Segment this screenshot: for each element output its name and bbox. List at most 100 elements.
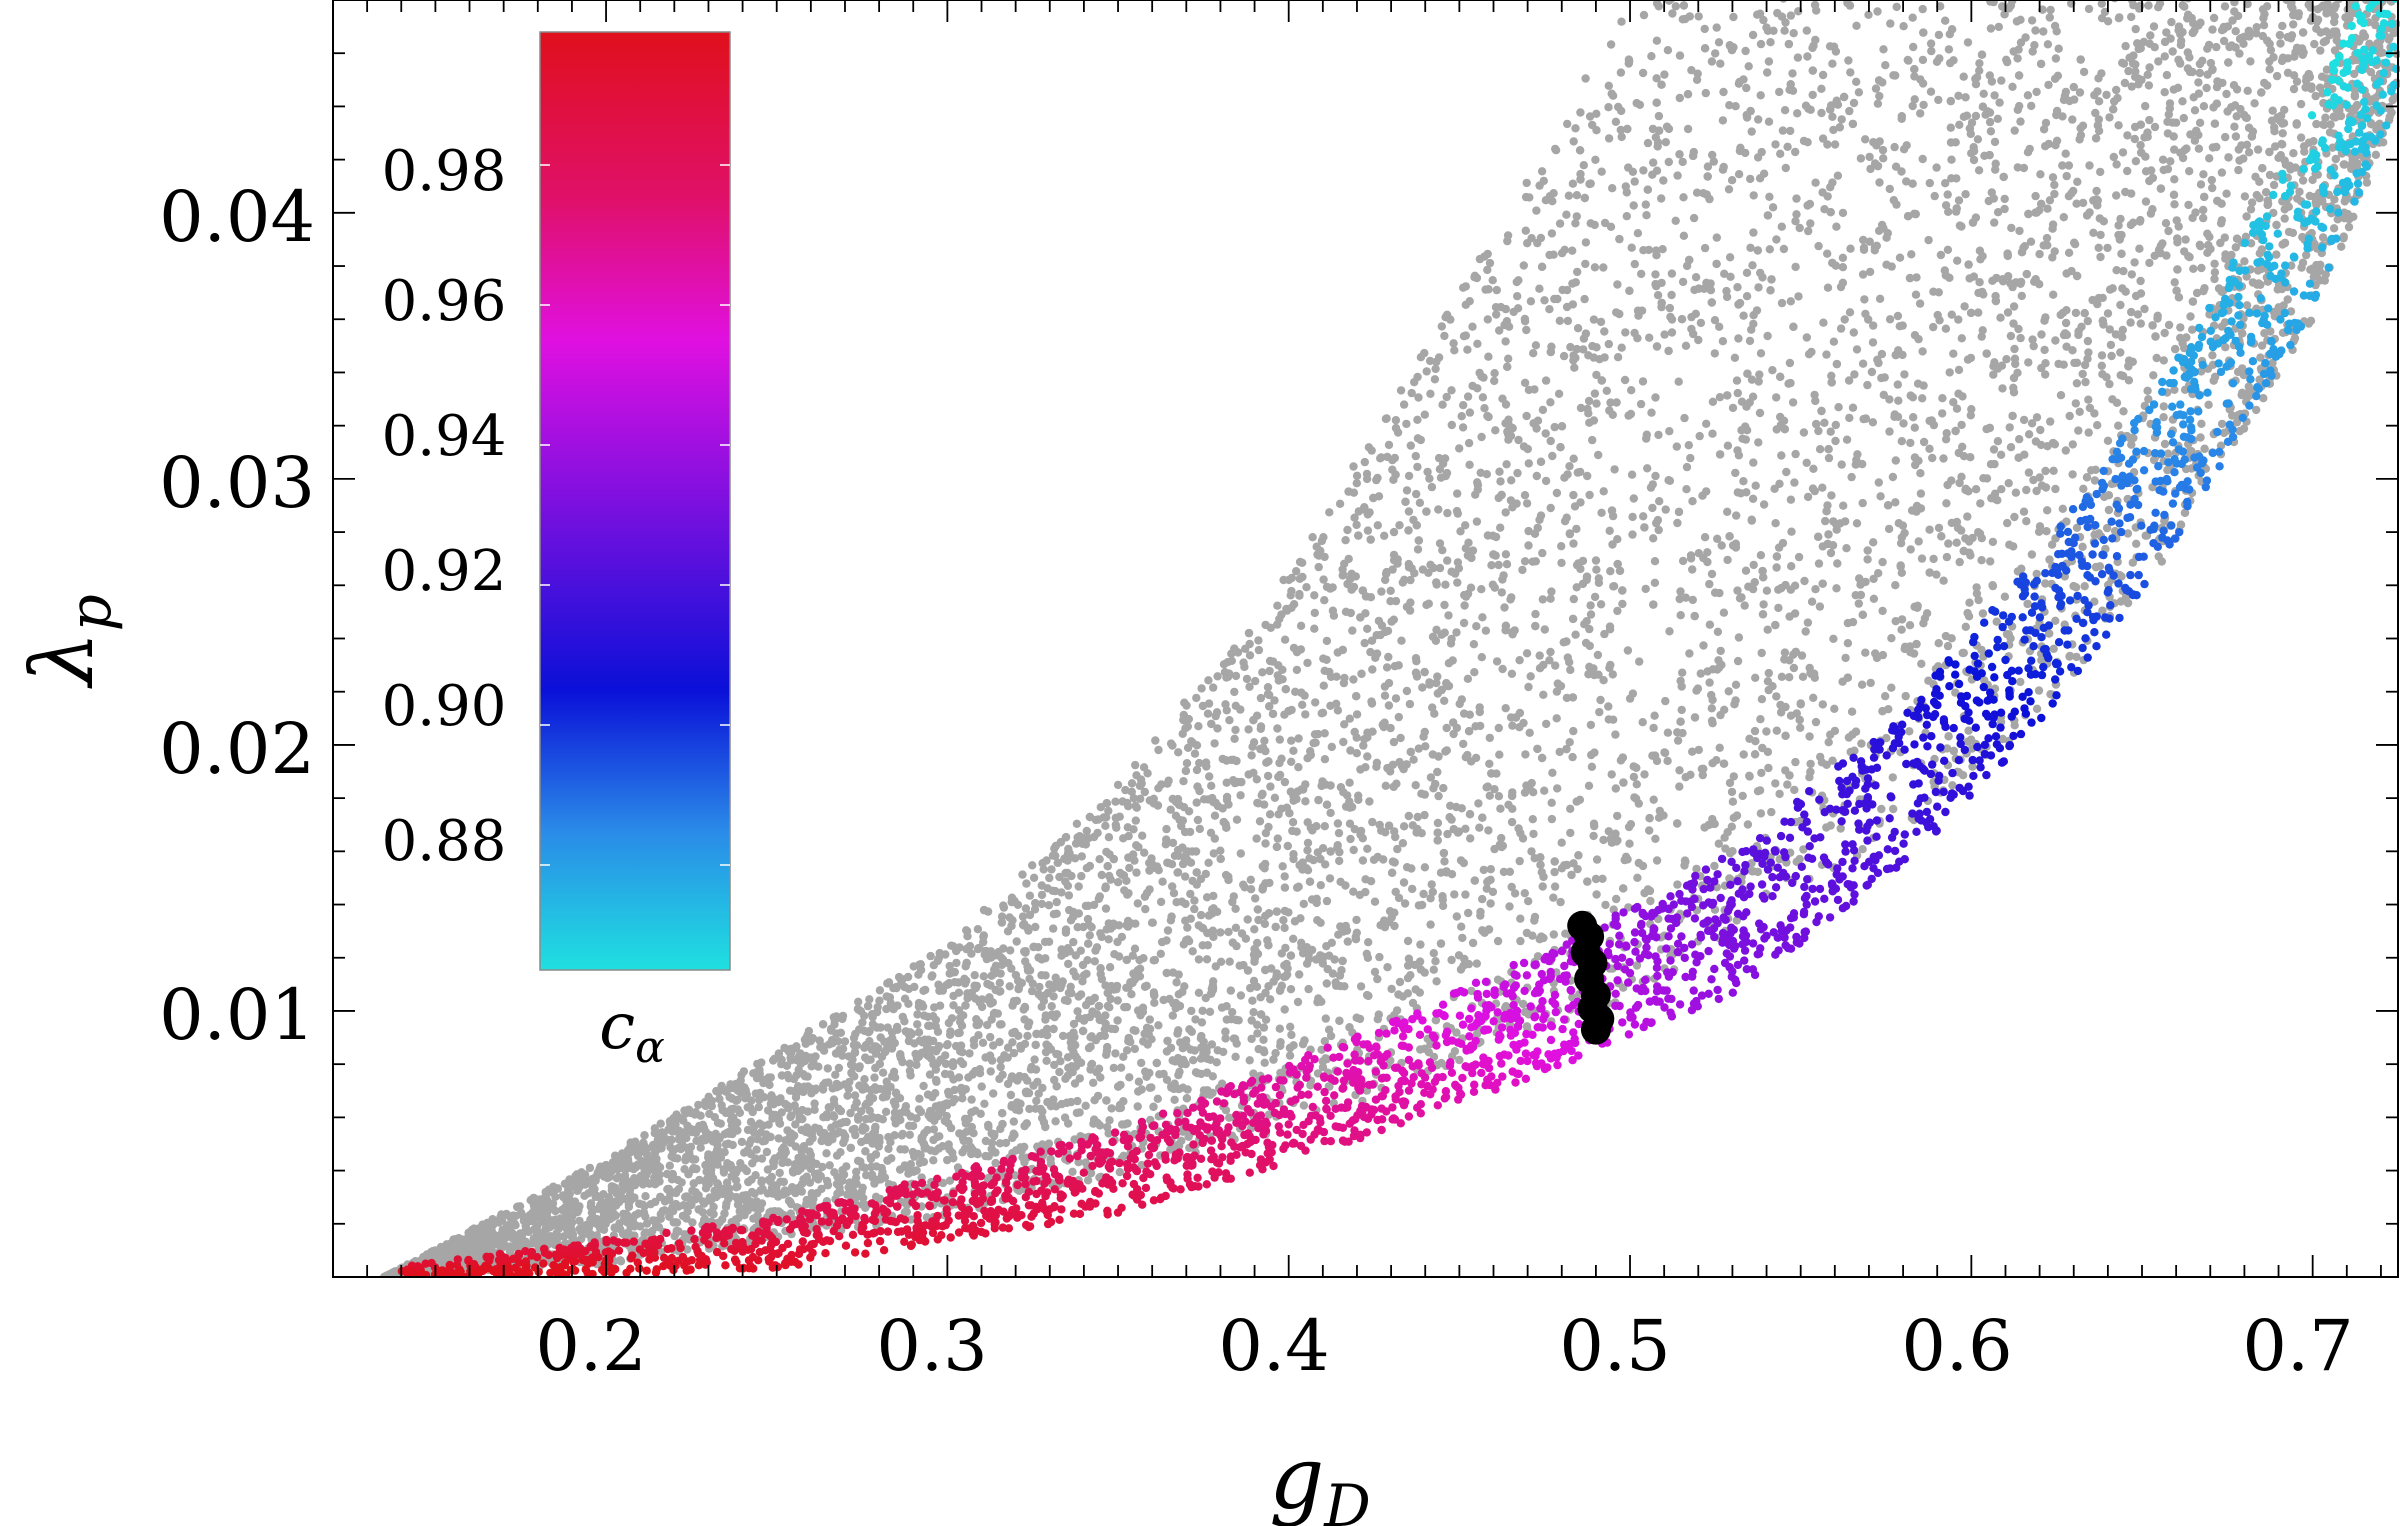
gray-point: [1231, 923, 1241, 932]
gray-point: [1047, 1002, 1056, 1011]
gray-point: [1802, 333, 1812, 342]
gray-point: [1133, 1102, 1142, 1111]
gray-point: [1479, 865, 1489, 875]
gray-point: [956, 1057, 965, 1066]
gray-point: [1708, 429, 1717, 438]
gray-point: [1565, 462, 1574, 471]
gray-point: [1325, 874, 1335, 883]
gray-point: [2107, 351, 2116, 361]
gray-point: [2040, 345, 2049, 355]
gray-point: [1638, 68, 1648, 78]
gray-point: [1266, 995, 1275, 1004]
gray-point: [1792, 210, 1801, 219]
gray-point: [1918, 394, 1927, 403]
gray-point: [1481, 626, 1491, 635]
gray-point: [1975, 59, 1984, 68]
gray-point: [1949, 398, 1958, 407]
gray-point: [1791, 217, 1800, 226]
gray-point: [1501, 550, 1511, 559]
gray-point: [1918, 55, 1928, 65]
gray-point: [2076, 131, 2086, 140]
gray-point: [1947, 155, 1956, 164]
gray-point: [1021, 904, 1031, 913]
gray-point: [919, 986, 928, 995]
gray-point: [1581, 238, 1591, 247]
gray-point: [1729, 12, 1738, 22]
gray-point: [1861, 135, 1870, 144]
gray-point: [1702, 419, 1711, 428]
gray-point: [1366, 647, 1375, 657]
gray-point: [1426, 773, 1436, 782]
gray-point: [1532, 206, 1541, 215]
gray-point: [2041, 118, 2051, 128]
gray-point: [1522, 411, 1531, 421]
gray-point: [1716, 646, 1725, 656]
gray-point: [1602, 386, 1612, 395]
gray-point: [1755, 786, 1765, 795]
gray-point: [1918, 154, 1927, 164]
gray-point: [1403, 936, 1413, 946]
gray-point: [1712, 23, 1721, 32]
gray-point: [2103, 436, 2113, 445]
gray-point: [1929, 554, 1938, 564]
gray-point: [1661, 505, 1670, 514]
gray-point: [1955, 221, 1965, 230]
gray-point: [1526, 297, 1536, 306]
gray-point: [1284, 575, 1294, 585]
gray-point: [1368, 665, 1377, 674]
gray-point: [1370, 967, 1380, 977]
gray-point: [1113, 878, 1123, 887]
gray-point: [1700, 533, 1710, 542]
gray-point: [2131, 157, 2141, 166]
gray-point: [1205, 772, 1214, 781]
gray-point: [1406, 441, 1416, 450]
gray-point: [2271, 142, 2280, 151]
gray-point: [2000, 592, 2010, 601]
gray-point: [1993, 114, 2003, 124]
gray-point: [1971, 74, 1980, 84]
gray-point: [1952, 404, 1962, 413]
gray-point: [2186, 312, 2195, 321]
gray-point: [2326, 120, 2335, 129]
gray-point: [1051, 886, 1060, 896]
gray-point: [1326, 1031, 1336, 1041]
gray-point: [1411, 781, 1420, 790]
gray-point: [1777, 222, 1787, 231]
gray-point: [2003, 308, 2013, 317]
gray-point: [1547, 798, 1556, 807]
gray-point: [2203, 70, 2212, 79]
gray-point: [1800, 576, 1809, 586]
gray-point: [1705, 579, 1714, 589]
gray-point: [1460, 601, 1469, 610]
gray-point: [1568, 179, 1578, 188]
gray-point: [1651, 471, 1660, 481]
gray-point: [2306, 3, 2315, 12]
gray-point: [1613, 606, 1622, 616]
gray-point: [1579, 345, 1588, 354]
gray-point: [2208, 183, 2217, 193]
gray-point: [2017, 291, 2027, 301]
gray-point: [1714, 839, 1724, 848]
gray-point: [2149, 371, 2158, 380]
gray-point: [2166, 157, 2175, 166]
gray-point: [1991, 159, 2000, 168]
gray-point: [1727, 176, 1737, 185]
gray-point: [1569, 859, 1578, 868]
gray-point: [1450, 890, 1459, 899]
gray-point: [1294, 763, 1303, 772]
gray-point: [1383, 963, 1392, 972]
gray-point: [1082, 826, 1092, 836]
gray-point: [2217, 419, 2227, 429]
gray-point: [1413, 545, 1423, 554]
gray-point: [1648, 170, 1657, 179]
gray-point: [1625, 694, 1635, 703]
gray-point: [775, 1168, 784, 1178]
gray-point: [2190, 106, 2200, 115]
gray-point: [1997, 76, 2006, 85]
gray-point: [2009, 319, 2018, 328]
gray-point: [1845, 308, 1855, 317]
gray-point: [978, 1038, 988, 1048]
gray-point: [1560, 473, 1569, 482]
gray-point: [1613, 353, 1623, 362]
